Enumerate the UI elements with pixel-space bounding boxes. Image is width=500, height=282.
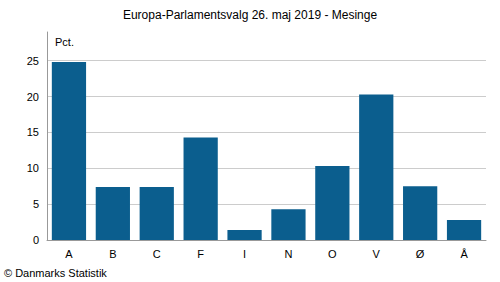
- svg-text:I: I: [243, 248, 246, 260]
- svg-text:0: 0: [33, 234, 39, 246]
- svg-text:25: 25: [27, 55, 39, 67]
- svg-text:N: N: [284, 248, 292, 260]
- svg-text:20: 20: [27, 91, 39, 103]
- svg-text:5: 5: [33, 198, 39, 210]
- svg-text:Ø: Ø: [416, 248, 425, 260]
- svg-text:© Danmarks Statistik: © Danmarks Statistik: [4, 267, 107, 279]
- svg-text:10: 10: [27, 162, 39, 174]
- svg-text:C: C: [153, 248, 161, 260]
- svg-text:F: F: [197, 248, 204, 260]
- svg-text:V: V: [373, 248, 381, 260]
- svg-text:O: O: [328, 248, 337, 260]
- svg-text:Å: Å: [460, 248, 468, 260]
- svg-text:Pct.: Pct.: [55, 36, 74, 48]
- svg-text:A: A: [65, 248, 73, 260]
- svg-text:15: 15: [27, 126, 39, 138]
- svg-text:Europa-Parlamentsvalg 26. maj: Europa-Parlamentsvalg 26. maj 2019 - Mes…: [123, 8, 377, 22]
- svg-text:B: B: [109, 248, 116, 260]
